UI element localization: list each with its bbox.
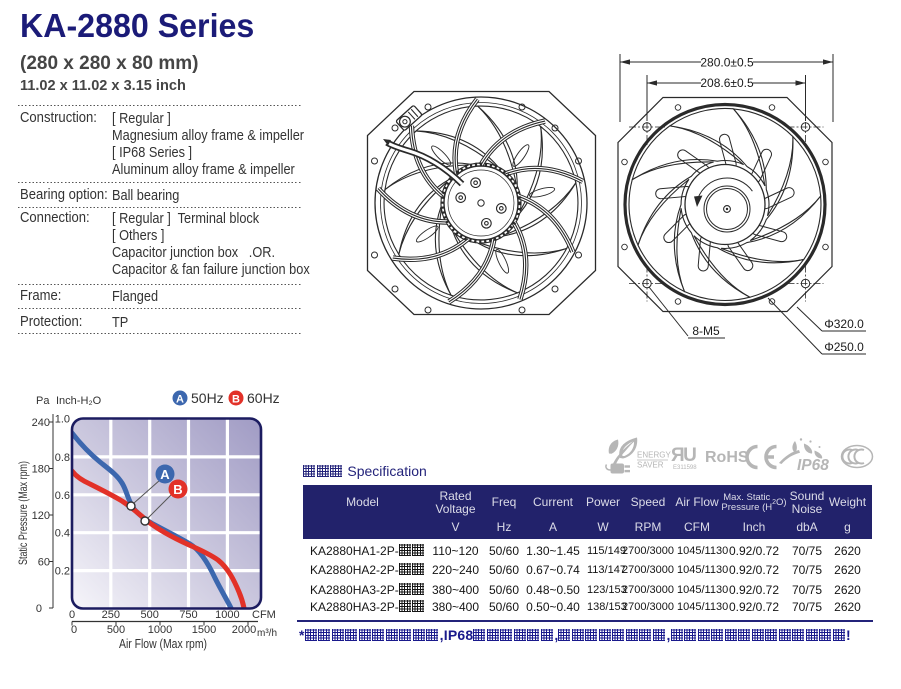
svg-text:120: 120 xyxy=(32,510,50,522)
svg-text:0.4: 0.4 xyxy=(55,528,70,540)
svg-text:750: 750 xyxy=(179,609,197,621)
svg-text:0.2: 0.2 xyxy=(55,566,70,578)
svg-text:0.6: 0.6 xyxy=(55,490,70,502)
svg-text:ЯU: ЯU xyxy=(671,445,696,466)
svg-text:IP68: IP68 xyxy=(797,457,829,474)
svg-text:Φ250.0: Φ250.0 xyxy=(824,340,864,354)
svg-text:1.0: 1.0 xyxy=(55,414,70,426)
svg-text:60: 60 xyxy=(38,557,50,569)
svg-text:250: 250 xyxy=(102,609,120,621)
svg-text:50Hz: 50Hz xyxy=(191,390,224,406)
svg-text:2000: 2000 xyxy=(232,624,256,636)
svg-text:180: 180 xyxy=(32,464,50,476)
svg-text:ENERGY: ENERGY xyxy=(637,451,671,460)
svg-text:RoHS: RoHS xyxy=(705,449,749,466)
svg-text:B: B xyxy=(232,394,240,406)
svg-text:B: B xyxy=(173,482,182,497)
svg-text:Pa: Pa xyxy=(36,395,50,407)
svg-text:240: 240 xyxy=(32,417,50,429)
svg-text:A: A xyxy=(176,394,184,406)
svg-text:208.6±0.5: 208.6±0.5 xyxy=(700,76,754,90)
svg-text:60Hz: 60Hz xyxy=(247,390,280,406)
svg-text:Inch-H₂O: Inch-H₂O xyxy=(56,395,102,407)
svg-text:1000: 1000 xyxy=(148,624,172,636)
svg-text:0: 0 xyxy=(69,609,75,621)
svg-text:Static Pressure (Max rpm): Static Pressure (Max rpm) xyxy=(16,461,30,565)
svg-text:500: 500 xyxy=(141,609,159,621)
svg-text:Air Flow (Max rpm): Air Flow (Max rpm) xyxy=(119,636,207,651)
svg-text:280.0±0.5: 280.0±0.5 xyxy=(700,56,754,70)
svg-text:A: A xyxy=(160,467,170,482)
svg-text:Φ320.0: Φ320.0 xyxy=(824,317,864,331)
svg-text:0: 0 xyxy=(36,603,42,615)
svg-text:E311598: E311598 xyxy=(673,465,697,471)
svg-text:m³/h: m³/h xyxy=(257,628,277,639)
svg-text:SAVER: SAVER xyxy=(637,461,664,470)
svg-text:500: 500 xyxy=(107,624,125,636)
svg-text:8-M5: 8-M5 xyxy=(692,324,720,338)
svg-text:CFM: CFM xyxy=(252,609,276,621)
svg-text:1500: 1500 xyxy=(192,624,216,636)
svg-text:0: 0 xyxy=(71,624,77,636)
svg-text:1000: 1000 xyxy=(215,609,239,621)
svg-text:0.8: 0.8 xyxy=(55,452,70,464)
